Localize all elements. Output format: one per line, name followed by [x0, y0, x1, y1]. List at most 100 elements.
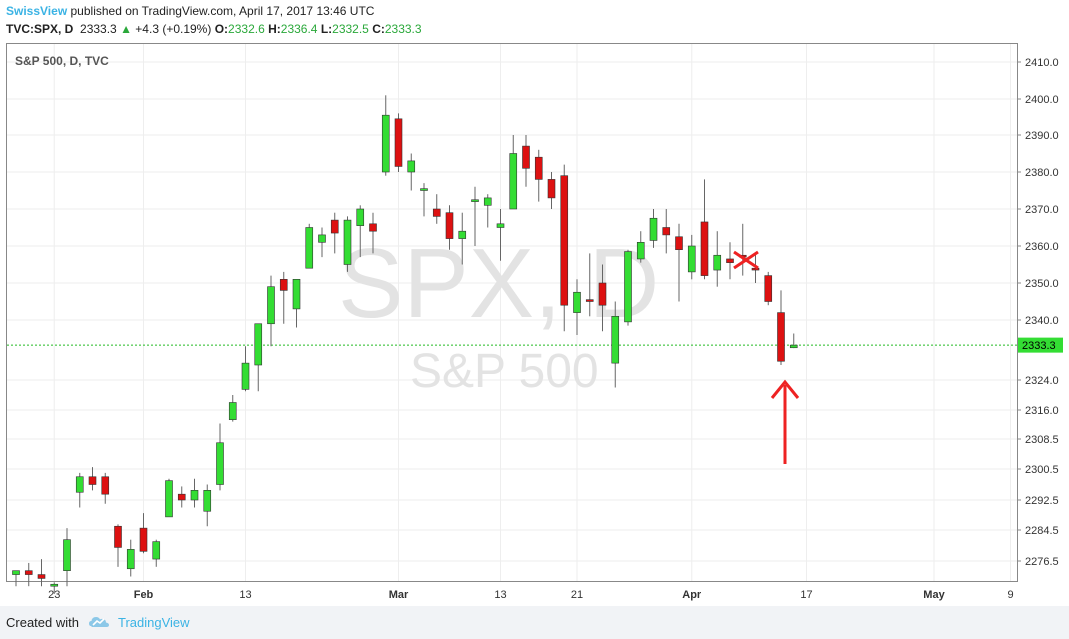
candle-body: [203, 490, 212, 512]
candle-body: [471, 199, 479, 202]
watermark-name: S&P 500: [410, 345, 599, 398]
candle: [662, 209, 671, 254]
tradingview-link[interactable]: TradingView: [118, 615, 190, 630]
candle: [330, 212, 339, 254]
candle-body: [101, 476, 110, 495]
candle: [751, 253, 760, 283]
candle-body: [12, 570, 20, 575]
candle: [63, 528, 71, 587]
candle-body: [598, 282, 607, 306]
candle: [177, 486, 186, 508]
pane-title: S&P 500, D, TVC: [15, 54, 109, 68]
candle-body: [165, 480, 173, 518]
candle-body: [458, 230, 467, 239]
candle: [483, 194, 492, 228]
open-label: O:: [214, 22, 229, 36]
candle-body: [318, 234, 326, 243]
y-tick-label: 2340.0: [1025, 315, 1059, 327]
candle: [24, 562, 33, 587]
x-axis: 23 Feb 13 Mar 13 21 Apr 17 May 9: [48, 589, 1013, 601]
candle-body: [279, 279, 288, 291]
candle: [394, 113, 403, 172]
y-axis: 2276.5 2284.5 2292.5 2300.5 2308.5 2316.0 2324…: [1017, 57, 1059, 568]
price-tag: 2333.3: [1018, 337, 1063, 353]
y-tick-label: 2400.0: [1025, 94, 1059, 106]
candle: [267, 275, 275, 347]
candle: [318, 227, 326, 258]
candle-body: [190, 490, 199, 501]
candle: [471, 186, 479, 246]
candle: [139, 513, 148, 554]
candle: [356, 205, 365, 258]
candle: [279, 271, 288, 324]
candle-body: [662, 227, 671, 236]
candle-body: [611, 315, 620, 364]
candle: [241, 346, 250, 392]
candle-body: [496, 223, 505, 228]
candle: [381, 95, 390, 176]
candle-body: [445, 212, 454, 239]
publish-info: SwissView published on TradingView.com, …: [6, 4, 374, 18]
candle-body: [483, 197, 492, 206]
candle: [687, 234, 696, 280]
candle: [114, 524, 122, 567]
candle: [254, 323, 263, 392]
candle-body: [228, 402, 237, 420]
candle: [445, 205, 454, 250]
candle: [190, 478, 199, 508]
plot-frame: [6, 43, 1018, 582]
y-tick-label: 2350.0: [1025, 278, 1059, 290]
candle-body: [330, 219, 339, 234]
tradingview-cloud-icon[interactable]: [88, 612, 110, 632]
y-tick-label: 2308.5: [1025, 434, 1059, 446]
candle-body: [700, 221, 709, 276]
open-value: 2332.6: [228, 22, 265, 36]
symbol-label: TVC:SPX, D: [6, 22, 74, 36]
close-label: C:: [372, 22, 385, 36]
last-price-tag: [1018, 337, 1063, 353]
candle-body: [126, 549, 135, 570]
candle-body: [369, 223, 377, 232]
ohlc-legend: TVC:SPX, D 2333.3 ▲ +4.3 (+0.19%) O:2332…: [6, 22, 422, 36]
candle: [75, 472, 84, 508]
candle: [547, 172, 556, 209]
candle: [126, 539, 135, 577]
candle: [560, 164, 569, 332]
candle-body: [356, 208, 365, 226]
candle: [700, 179, 709, 280]
y-tick-label: 2370.0: [1025, 204, 1059, 216]
candle: [636, 231, 645, 263]
candlestick-chart[interactable]: SPX, D S&P 500 S&P 500, D, TVC 2276.5 228…: [0, 40, 1069, 606]
candle: [407, 153, 416, 191]
x-mark-annotation: [733, 250, 759, 270]
x-tick-label: Mar: [389, 589, 409, 601]
candle: [432, 194, 441, 224]
y-tick-label: 2276.5: [1025, 556, 1059, 568]
x-tick-label: 9: [1007, 589, 1013, 601]
publisher-name[interactable]: SwissView: [6, 4, 68, 18]
candle: [598, 264, 607, 332]
candle-body: [675, 236, 683, 250]
candle: [292, 279, 301, 328]
candle-body: [394, 118, 403, 167]
candle-body: [50, 583, 59, 587]
candle: [585, 253, 594, 317]
y-tick-label: 2390.0: [1025, 130, 1059, 142]
x-tick-label: 21: [571, 589, 583, 601]
candle: [101, 472, 110, 504]
candle-body: [75, 476, 84, 493]
candle-body: [114, 525, 122, 548]
candle-body: [560, 175, 569, 306]
y-tick-label: 2300.5: [1025, 464, 1059, 476]
grid: [7, 44, 1017, 581]
candle-body: [547, 179, 556, 199]
last-value: 2333.3: [80, 22, 117, 36]
candle-body: [764, 275, 773, 302]
candle: [37, 559, 46, 587]
candle-body: [585, 299, 594, 302]
candle-body: [292, 279, 301, 310]
x-tick-label: 13: [239, 589, 251, 601]
y-tick-label: 2324.0: [1025, 375, 1059, 387]
candle-body: [37, 574, 46, 579]
x-tick-label: Feb: [134, 589, 154, 601]
